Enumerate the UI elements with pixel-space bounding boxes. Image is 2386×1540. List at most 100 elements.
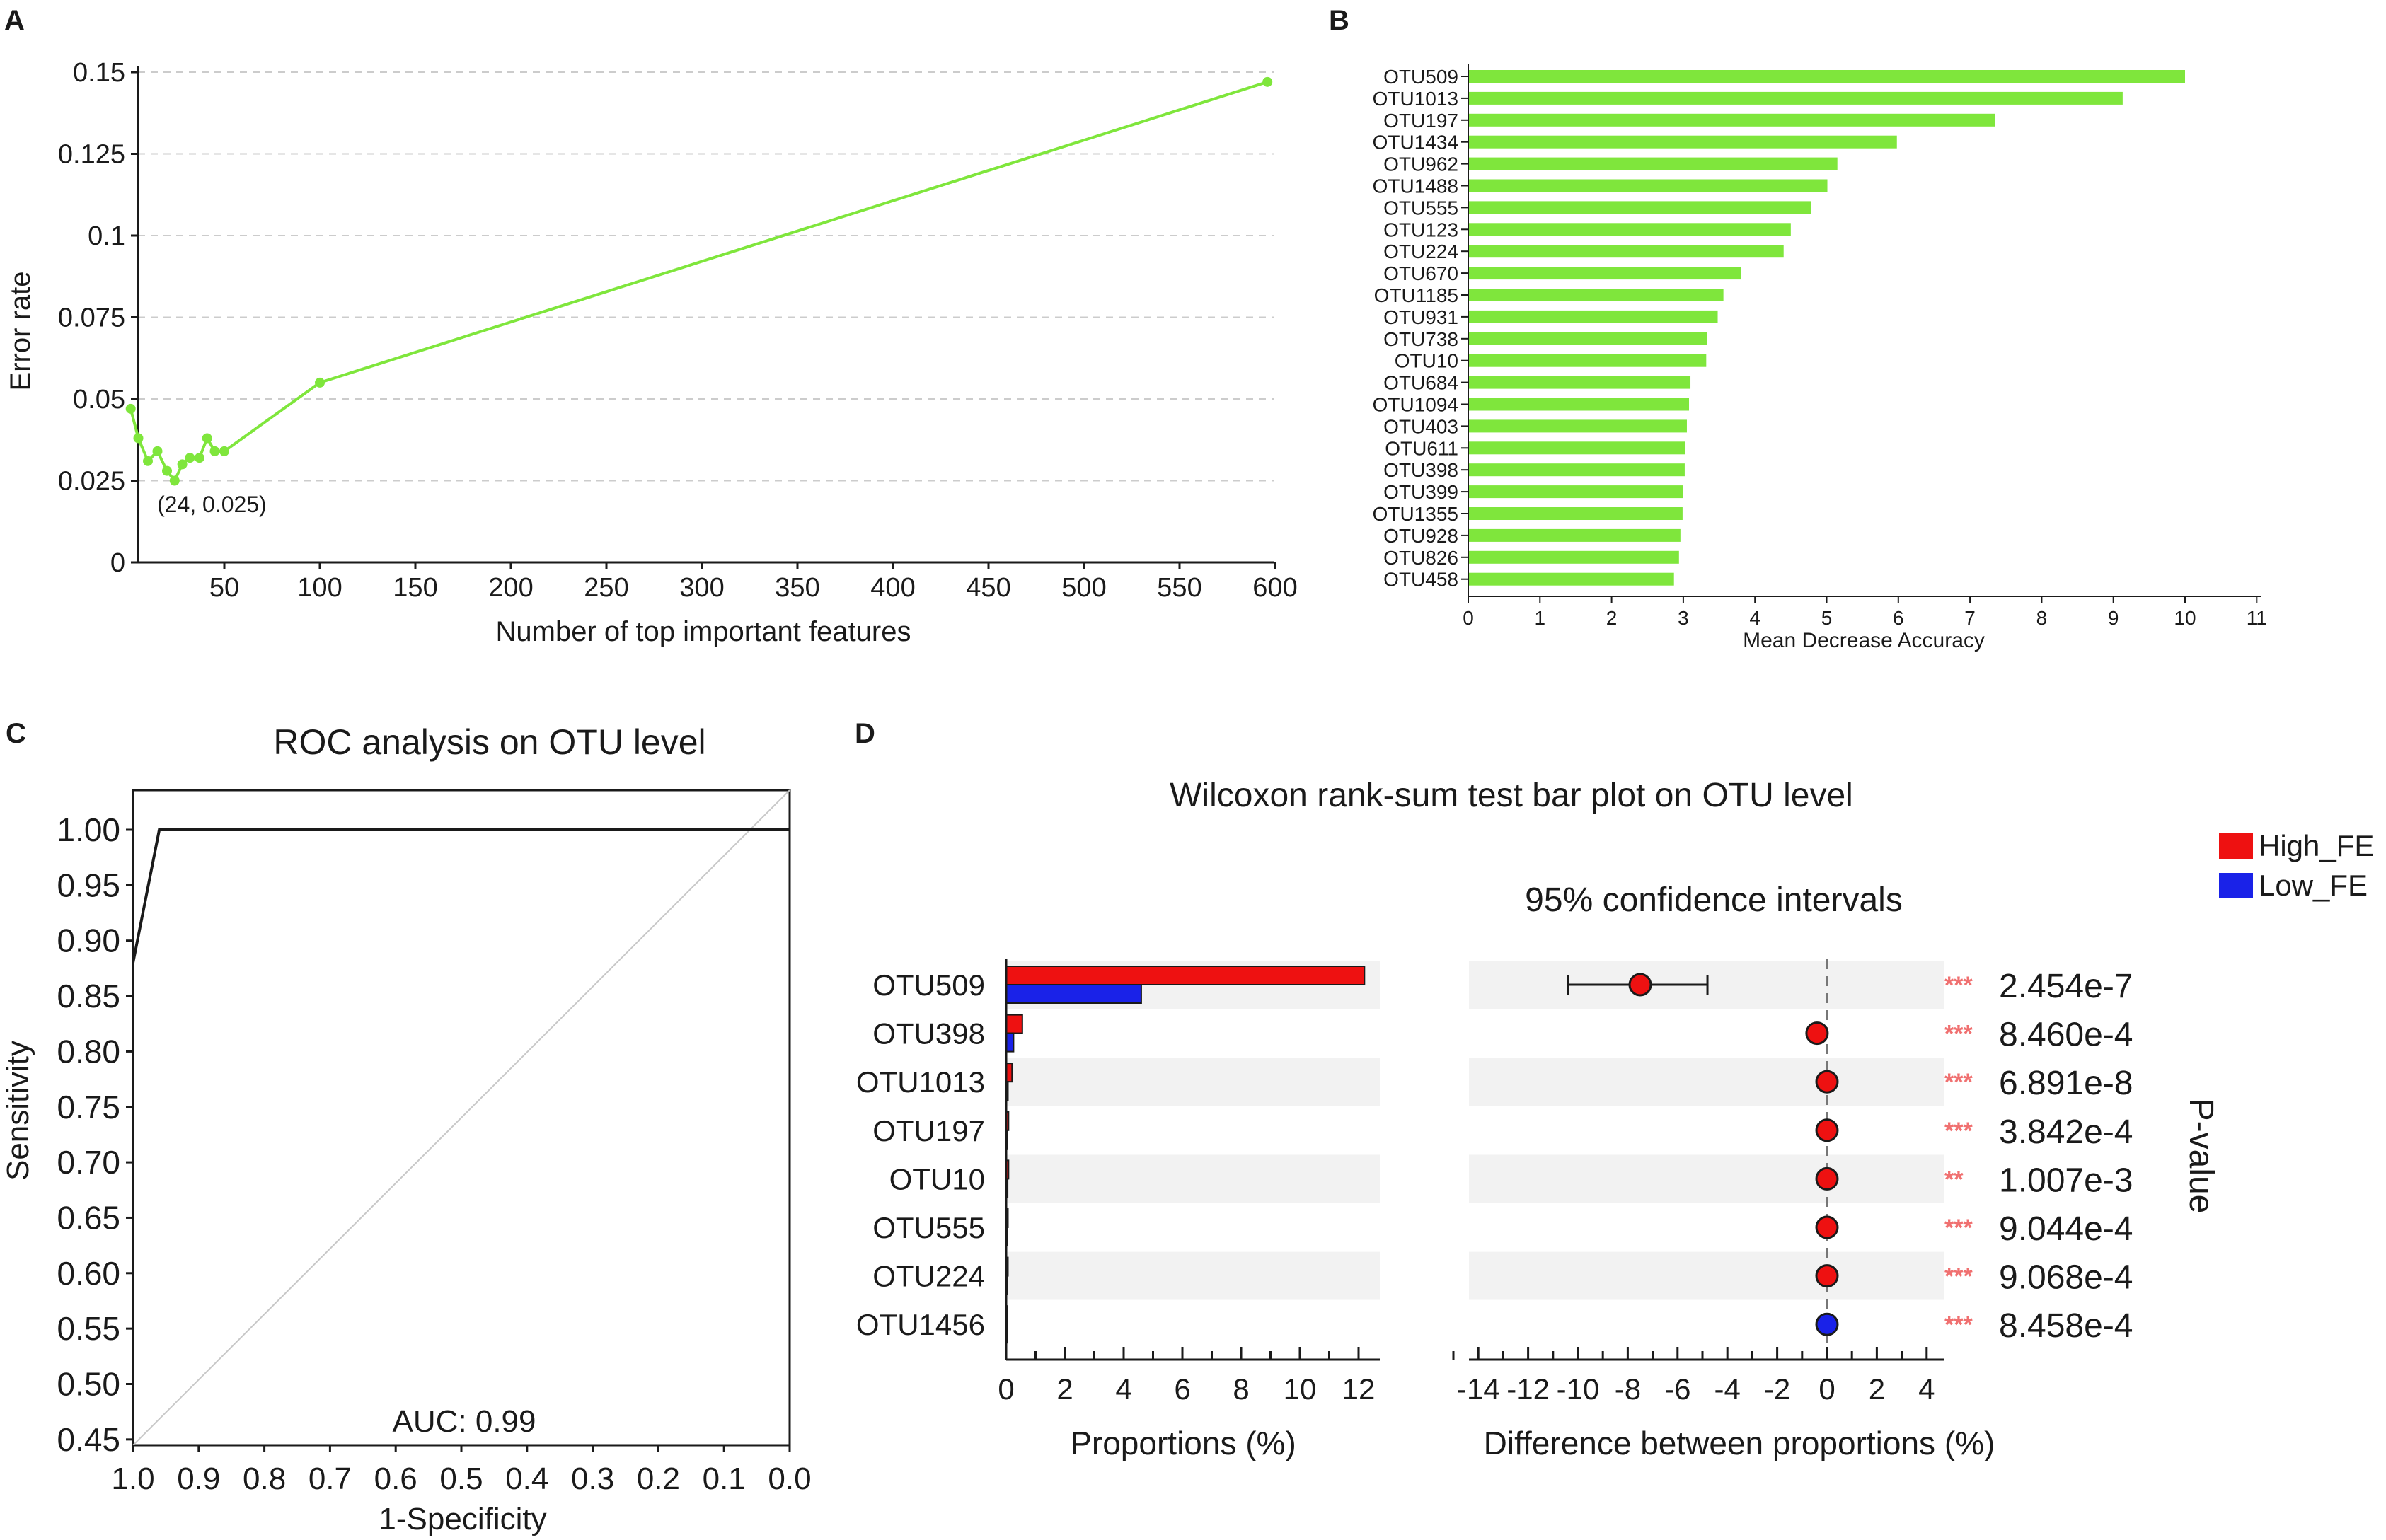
b-category-label: OTU224 xyxy=(1383,241,1458,262)
a-data-point xyxy=(162,465,172,476)
c-xtick-label: 0.1 xyxy=(703,1461,746,1496)
roc-chart: ROC analysis on OTU level 0.45 0.50 0.55 0.… xyxy=(1,722,812,1536)
significance-stars: *** xyxy=(1944,1069,1973,1096)
panel-label-b: B xyxy=(1329,5,1349,36)
a-data-point xyxy=(194,453,204,463)
a-xtick-label: 200 xyxy=(488,573,533,603)
b-xtick-label: 8 xyxy=(2036,607,2048,629)
minimum-annotation: (24, 0.025) xyxy=(157,492,267,517)
b-xlabel: Mean Decrease Accuracy xyxy=(1743,629,1985,652)
error-rate-line xyxy=(129,80,1268,484)
c-ylabel: Sensitivity xyxy=(1,1041,35,1181)
a-data-point xyxy=(1262,76,1273,87)
b-category-label: OTU826 xyxy=(1383,547,1458,569)
difference-tick-label: 2 xyxy=(1869,1372,1885,1406)
b-bar xyxy=(1469,528,1681,542)
b-xtick-label: 9 xyxy=(2108,607,2119,629)
panel-label-d: D xyxy=(855,718,875,749)
c-ytick-label: 0.60 xyxy=(57,1255,120,1292)
b-category-label: OTU10 xyxy=(1395,350,1458,372)
c-xtick-label: 0.7 xyxy=(309,1461,352,1496)
a-data-point xyxy=(152,446,163,456)
a-xtick-label: 500 xyxy=(1061,573,1106,603)
c-xtick-label: 0.6 xyxy=(374,1461,417,1496)
a-data-point xyxy=(202,433,212,444)
b-xtick-label: 6 xyxy=(1893,607,1904,629)
b-xtick-label: 7 xyxy=(1964,607,1976,629)
a-xtick-label: 350 xyxy=(775,573,819,603)
b-bar xyxy=(1469,441,1685,455)
a-data-point xyxy=(219,446,229,456)
b-bar xyxy=(1469,201,1811,214)
c-xlabel: 1-Specificity xyxy=(379,1502,546,1536)
b-bar xyxy=(1469,91,2123,105)
otu-label: OTU1013 xyxy=(856,1065,985,1099)
b-bar xyxy=(1469,550,1679,564)
a-xtick-label: 600 xyxy=(1252,573,1297,603)
a-data-point xyxy=(133,433,144,444)
c-ytick-label: 1.00 xyxy=(57,811,120,848)
difference-point xyxy=(1815,1264,1839,1288)
difference-xlabel: Difference between proportions (%) xyxy=(1484,1425,1995,1461)
difference-tick-label: -12 xyxy=(1506,1372,1550,1406)
otu-label: OTU509 xyxy=(872,968,985,1002)
difference-point xyxy=(1805,1021,1829,1046)
b-bar xyxy=(1469,507,1683,520)
c-xtick-label: 0.3 xyxy=(571,1461,614,1496)
c-ytick-label: 0.80 xyxy=(57,1033,120,1070)
difference-tick-label: 4 xyxy=(1918,1372,1935,1406)
b-category-label: OTU931 xyxy=(1383,306,1458,328)
proportions-tick-label: 8 xyxy=(1233,1372,1249,1406)
b-category-label: OTU1355 xyxy=(1373,503,1458,525)
a-xtick-label: 250 xyxy=(584,573,628,603)
proportion-row-band xyxy=(1006,1058,1380,1106)
b-bar xyxy=(1469,157,1838,170)
p-value: 9.068e-4 xyxy=(1999,1259,2133,1297)
a-xtick-label: 100 xyxy=(297,573,342,603)
b-category-label: OTU684 xyxy=(1383,372,1458,394)
difference-row-band xyxy=(1469,1154,1944,1203)
b-category-label: OTU399 xyxy=(1383,481,1458,503)
c-xtick-label: 0.5 xyxy=(439,1461,483,1496)
significance-stars: *** xyxy=(1944,1312,1973,1338)
c-ytick-label: 0.85 xyxy=(57,978,120,1014)
otu-label: OTU197 xyxy=(872,1114,985,1147)
difference-point xyxy=(1815,1312,1839,1336)
proportions-tick-label: 10 xyxy=(1284,1372,1317,1406)
b-xtick-label: 10 xyxy=(2174,607,2196,629)
b-bar xyxy=(1469,245,1784,258)
c-ytick-label: 0.90 xyxy=(57,922,120,959)
a-ytick-label: 0.05 xyxy=(73,385,125,415)
a-ylabel: Error rate xyxy=(5,272,36,391)
proportion-row-band xyxy=(1006,1154,1380,1203)
proportions-tick-label: 4 xyxy=(1115,1372,1131,1406)
b-category-label: OTU398 xyxy=(1383,459,1458,481)
difference-point xyxy=(1815,1118,1839,1142)
otu-label: OTU555 xyxy=(872,1211,985,1244)
a-xtick-label: 300 xyxy=(679,573,724,603)
b-bar xyxy=(1469,70,2185,83)
proportion-row-band xyxy=(1006,1251,1380,1300)
a-xtick-label: 450 xyxy=(966,573,1010,603)
legend-swatch xyxy=(2219,873,2253,898)
a-xlabel: Number of top important features xyxy=(496,616,911,647)
panel-label-a: A xyxy=(4,5,25,36)
significance-stars: *** xyxy=(1944,1215,1973,1241)
a-data-point xyxy=(177,459,188,470)
b-xtick-label: 5 xyxy=(1821,607,1833,629)
importance-chart: OTU509OTU1013OTU197OTU1434OTU962OTU1488O… xyxy=(1373,64,2267,652)
b-category-label: OTU670 xyxy=(1383,262,1458,284)
significance-stars: *** xyxy=(1944,972,1973,999)
otu-label: OTU224 xyxy=(872,1260,985,1293)
difference-row-band xyxy=(1469,1058,1944,1106)
difference-tick-label: -8 xyxy=(1615,1372,1641,1406)
a-ytick-label: 0.1 xyxy=(88,221,125,251)
b-xtick-label: 4 xyxy=(1749,607,1760,629)
b-category-label: OTU403 xyxy=(1383,415,1458,437)
c-ytick-label: 0.50 xyxy=(57,1366,120,1403)
low-fe-bar xyxy=(1005,984,1142,1004)
significance-stars: *** xyxy=(1944,1263,1973,1290)
b-bar xyxy=(1469,179,1828,192)
difference-point xyxy=(1815,1215,1839,1239)
legend-label: High_FE xyxy=(2259,829,2374,862)
